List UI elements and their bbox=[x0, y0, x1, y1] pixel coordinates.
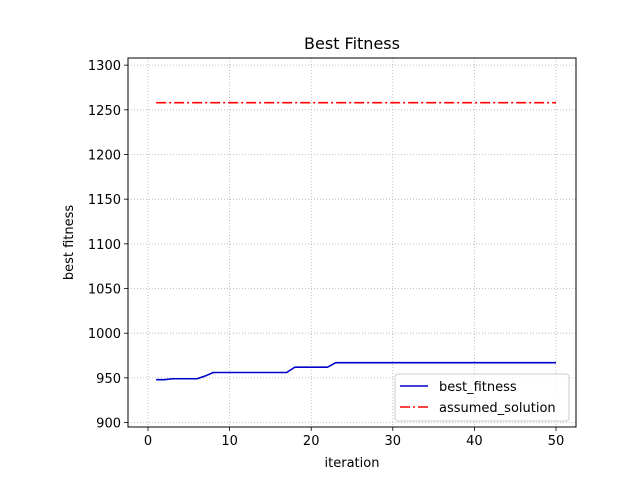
chart-title: Best Fitness bbox=[304, 34, 400, 53]
x-tick-label: 30 bbox=[385, 434, 402, 449]
legend-box bbox=[394, 373, 570, 422]
x-tick-label: 20 bbox=[303, 434, 320, 449]
y-tick-label: 950 bbox=[96, 372, 121, 387]
legend-label-best-fitness: best_fitness bbox=[439, 380, 517, 395]
x-tick-label: 0 bbox=[144, 434, 152, 449]
x-tick-label: 40 bbox=[466, 434, 483, 449]
y-tick-label: 1250 bbox=[88, 104, 121, 119]
series-line-best-fitness bbox=[156, 361, 557, 381]
legend-label-assumed-solution: assumed_solution bbox=[439, 401, 556, 416]
y-tick-label: 1000 bbox=[88, 327, 121, 342]
y-tick-label: 1050 bbox=[88, 283, 121, 298]
y-axis-ticks: 900 950 1000 1050 1100 1150 1200 1250 1300 bbox=[88, 59, 128, 432]
y-tick-label: 900 bbox=[96, 417, 121, 432]
y-tick-label: 1200 bbox=[88, 148, 121, 163]
legend: best_fitness assumed_solution bbox=[394, 373, 570, 422]
x-tick-label: 10 bbox=[221, 434, 238, 449]
y-axis-title: best fitness bbox=[62, 205, 77, 281]
x-axis-ticks: 0 10 20 30 40 50 bbox=[144, 427, 564, 449]
series-layer bbox=[156, 101, 557, 381]
plot-area-frame bbox=[127, 57, 577, 428]
y-tick-label: 1100 bbox=[88, 238, 121, 253]
x-tick-label: 50 bbox=[548, 434, 565, 449]
y-tick-label: 1300 bbox=[88, 59, 121, 74]
y-tick-label: 1150 bbox=[88, 193, 121, 208]
x-axis-title: iteration bbox=[325, 456, 380, 471]
